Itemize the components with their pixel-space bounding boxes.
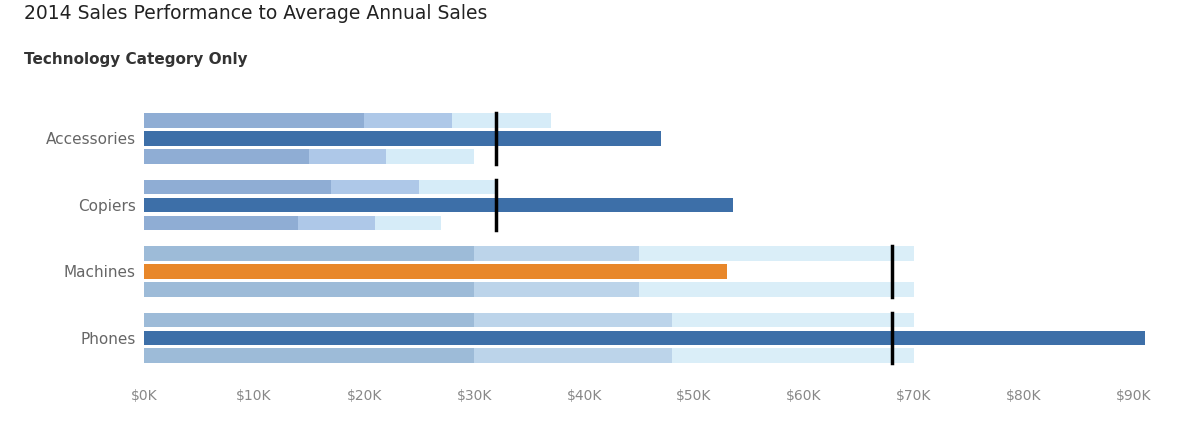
Bar <box>144 264 727 279</box>
Bar <box>309 149 386 164</box>
Bar <box>364 113 452 128</box>
Bar <box>144 330 1145 345</box>
Bar <box>474 313 673 327</box>
Text: Technology Category Only: Technology Category Only <box>24 52 247 67</box>
Bar <box>419 180 496 194</box>
Bar <box>474 246 639 261</box>
Bar <box>298 216 375 230</box>
Bar <box>474 282 639 297</box>
Bar <box>144 131 661 146</box>
Bar <box>673 349 914 363</box>
Bar <box>639 246 914 261</box>
Bar <box>331 180 419 194</box>
Bar <box>144 216 298 230</box>
Bar <box>375 216 441 230</box>
Bar <box>144 246 474 261</box>
Bar <box>639 282 914 297</box>
Bar <box>474 349 673 363</box>
Bar <box>144 282 474 297</box>
Bar <box>144 349 474 363</box>
Bar <box>673 313 914 327</box>
Bar <box>144 113 364 128</box>
Bar <box>452 113 551 128</box>
Bar <box>144 313 474 327</box>
Bar <box>144 197 733 212</box>
Bar <box>144 149 309 164</box>
Text: 2014 Sales Performance to Average Annual Sales: 2014 Sales Performance to Average Annual… <box>24 4 488 23</box>
Bar <box>144 180 331 194</box>
Bar <box>386 149 474 164</box>
